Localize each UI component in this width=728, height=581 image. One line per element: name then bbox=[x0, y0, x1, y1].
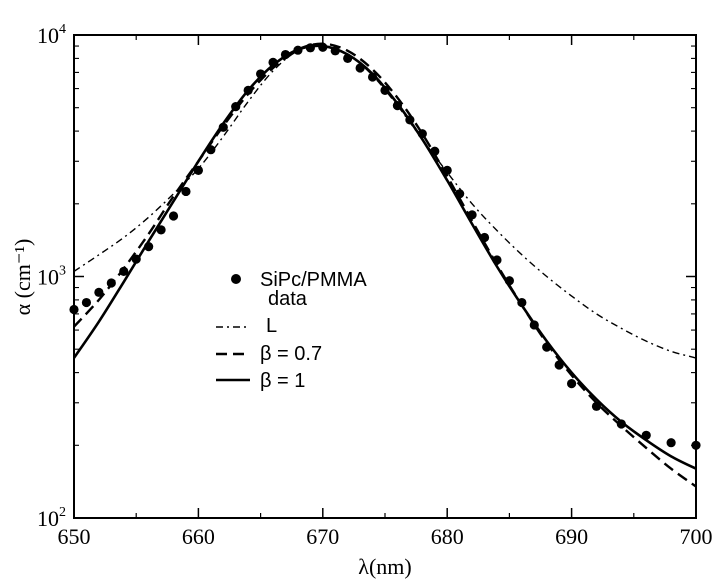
series-line-1 bbox=[72, 44, 697, 470]
legend-label-beta1: β = 1 bbox=[260, 370, 305, 392]
data-point bbox=[691, 440, 701, 450]
x-tick-label: 650 bbox=[58, 524, 91, 549]
data-point bbox=[168, 211, 179, 221]
legend-label-data-line2: data bbox=[268, 288, 308, 310]
data-point bbox=[69, 304, 79, 315]
legend-label-data: SiPc/PMMA bbox=[260, 269, 367, 291]
data-point bbox=[156, 225, 166, 235]
x-tick-label: 680 bbox=[431, 524, 464, 549]
series-line-0-7 bbox=[73, 42, 697, 488]
data-point bbox=[616, 419, 626, 429]
x-tick-label: 700 bbox=[680, 524, 713, 549]
data-point bbox=[567, 379, 577, 389]
x-tick-label: 660 bbox=[182, 524, 215, 549]
data-point bbox=[94, 287, 104, 297]
data-point bbox=[193, 165, 203, 176]
y-tick-label: 104 bbox=[37, 22, 66, 48]
y-tick-label: 102 bbox=[37, 505, 66, 531]
y-tick-label: 103 bbox=[37, 264, 66, 290]
legend-label-beta07: β = 0.7 bbox=[260, 343, 322, 365]
data-point bbox=[181, 186, 191, 197]
plot-frame bbox=[73, 34, 697, 519]
legend: SiPc/PMMA data L β = 0.7 β = 1 bbox=[216, 269, 367, 392]
legend-marker-data bbox=[231, 274, 241, 284]
legend-label-l: L bbox=[266, 315, 277, 337]
data-point bbox=[119, 266, 129, 276]
data-point bbox=[591, 401, 602, 411]
data-point bbox=[666, 438, 676, 448]
x-axis-title: λ(nm) bbox=[358, 554, 411, 579]
x-tick-label: 690 bbox=[555, 524, 588, 549]
x-tick-label: 670 bbox=[306, 524, 339, 549]
y-axis-title: α (cm⁻¹) bbox=[10, 239, 35, 316]
data-point bbox=[81, 297, 92, 308]
axis-ticks: 650 660 670 680 690 700 102 103 104 bbox=[37, 22, 713, 549]
series-layer bbox=[69, 42, 701, 488]
